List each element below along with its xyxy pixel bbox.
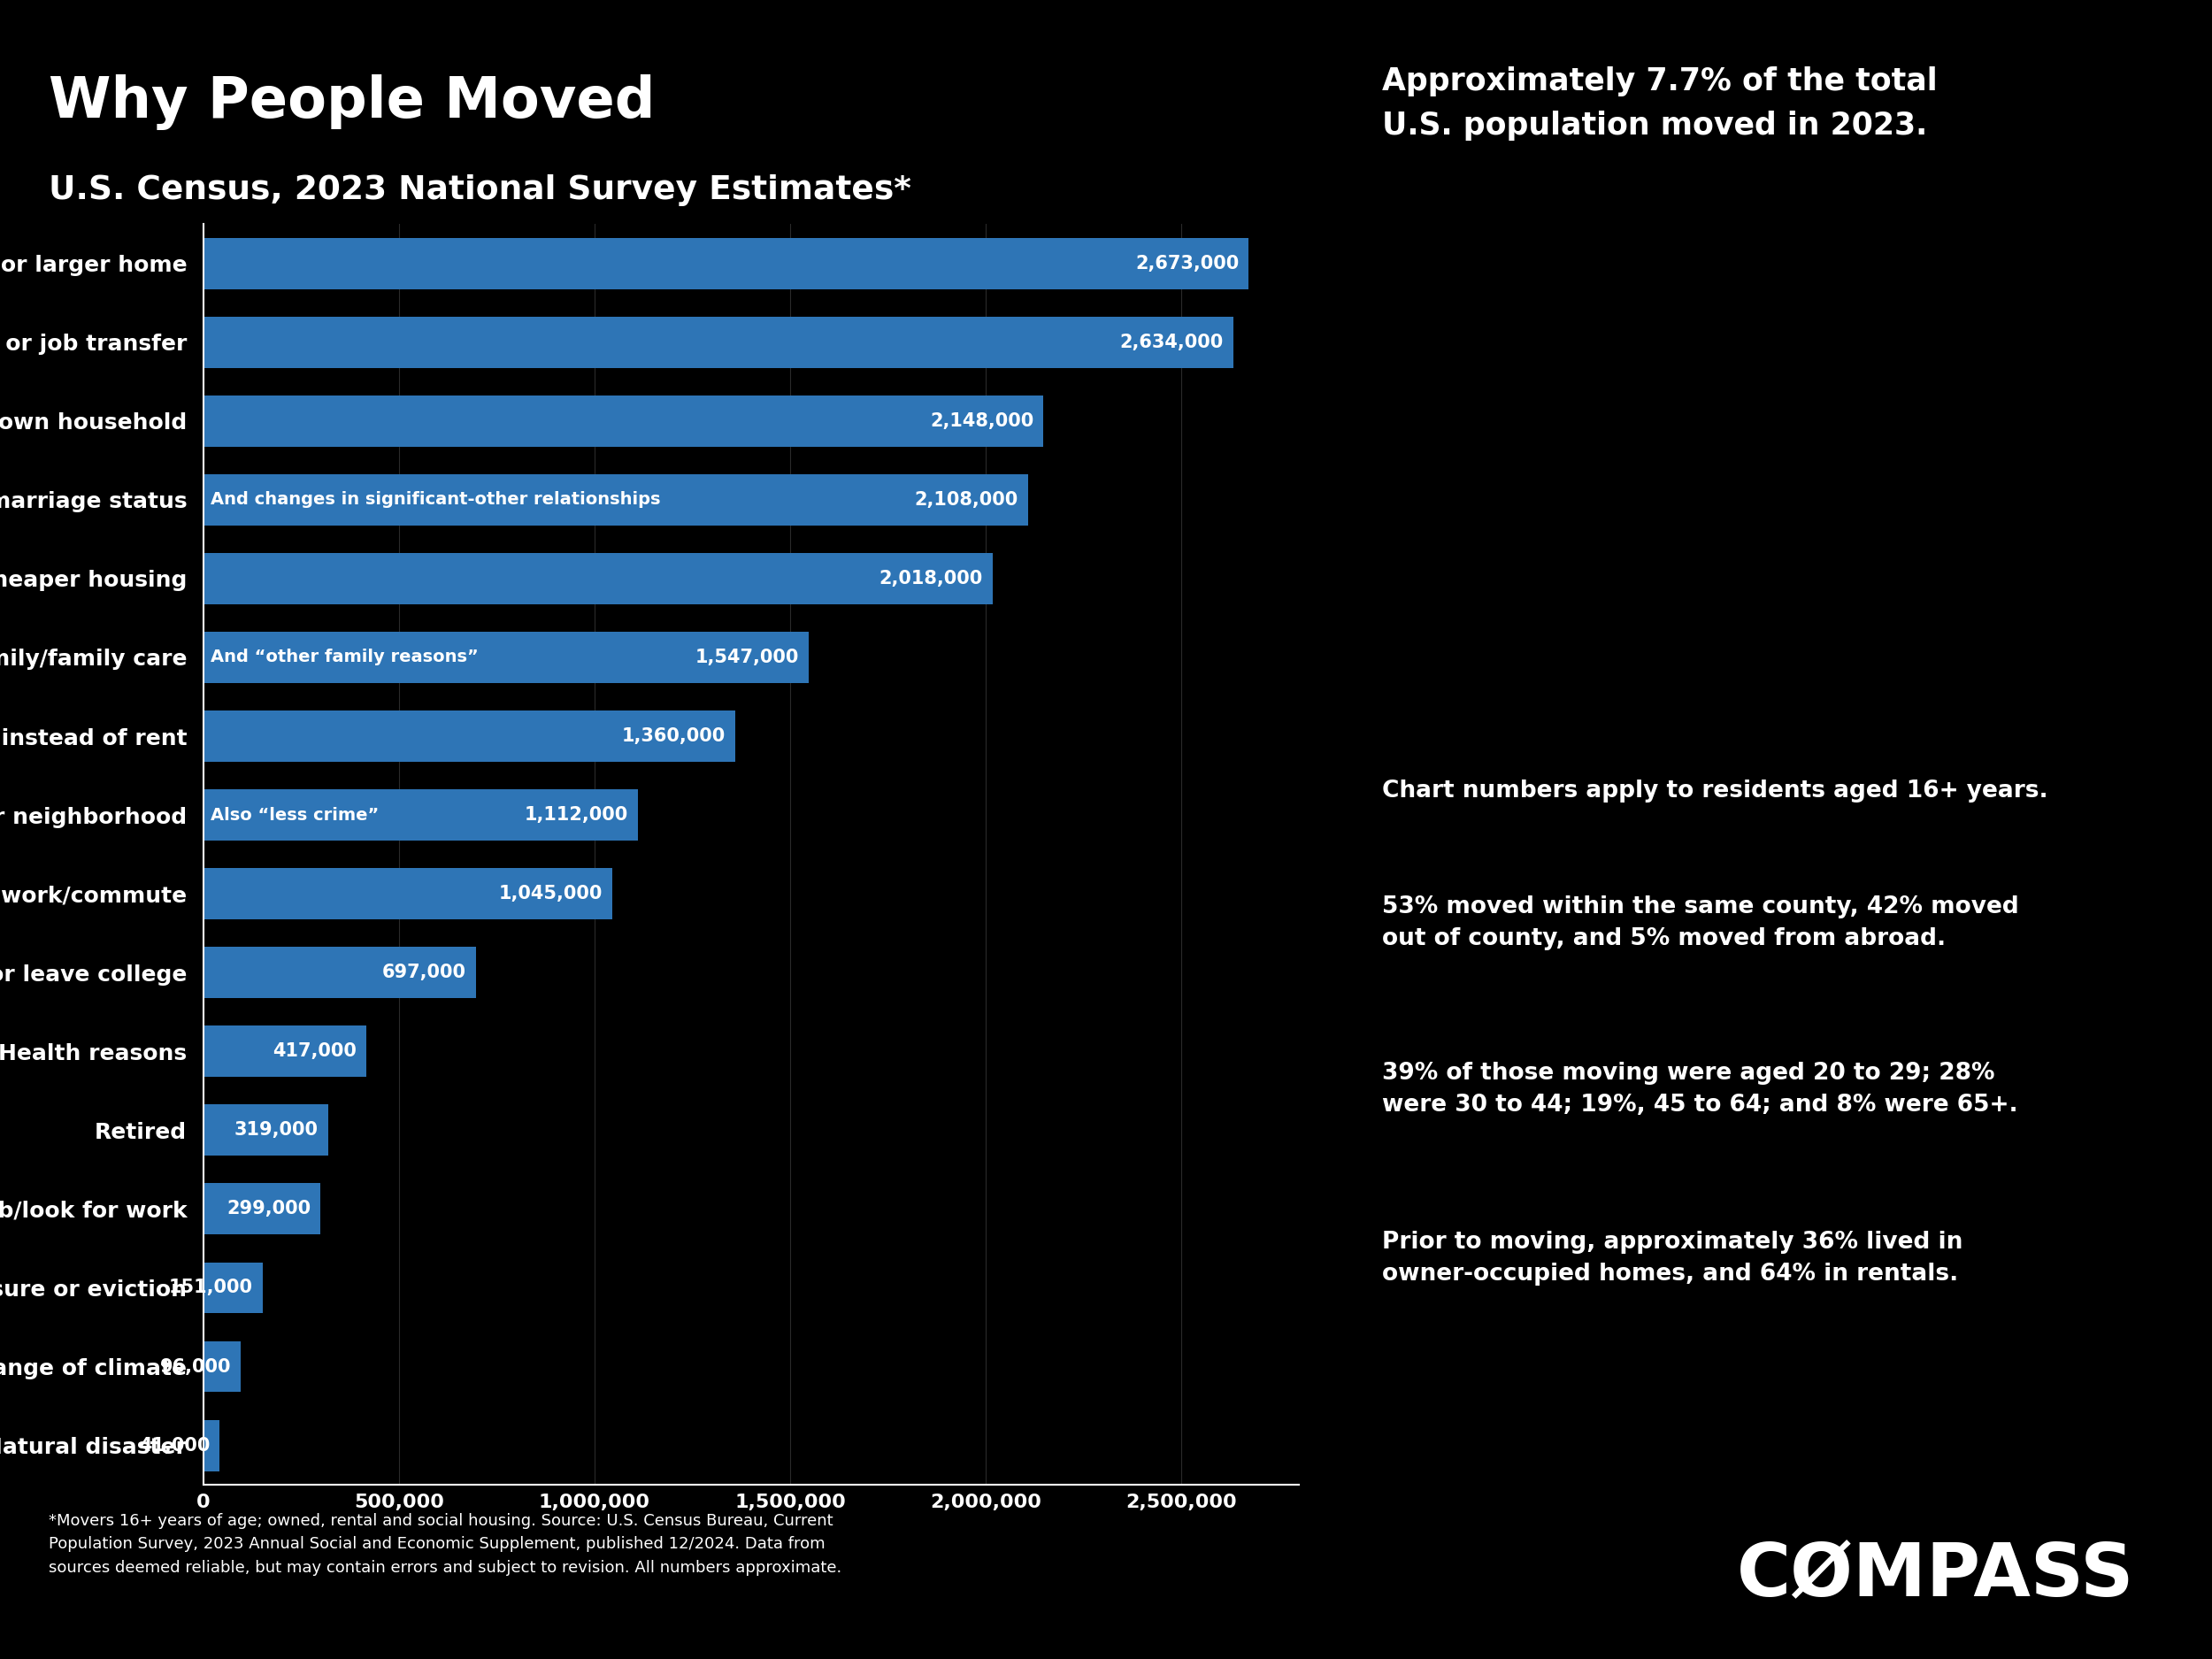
Bar xyxy=(204,395,1044,446)
Text: Prior to moving, approximately 36% lived in
owner-occupied homes, and 64% in ren: Prior to moving, approximately 36% lived… xyxy=(1382,1231,1964,1286)
Text: And changes in significant-other relationships: And changes in significant-other relatio… xyxy=(210,491,661,508)
Bar xyxy=(204,474,1029,526)
Text: 2,018,000: 2,018,000 xyxy=(878,569,982,587)
Text: 2,148,000: 2,148,000 xyxy=(929,411,1033,430)
Bar xyxy=(204,710,734,761)
Bar xyxy=(204,947,476,999)
Bar xyxy=(204,1262,263,1314)
Bar xyxy=(204,552,993,604)
Bar xyxy=(204,1105,327,1156)
Text: *Movers 16+ years of age; owned, rental and social housing. Source: U.S. Census : *Movers 16+ years of age; owned, rental … xyxy=(49,1513,841,1576)
Bar xyxy=(204,317,1234,368)
Text: 96,000: 96,000 xyxy=(159,1357,232,1375)
Text: 2,673,000: 2,673,000 xyxy=(1135,254,1239,272)
Text: And “other family reasons”: And “other family reasons” xyxy=(210,649,478,665)
Text: 2,634,000: 2,634,000 xyxy=(1119,333,1223,352)
Text: Also “less crime”: Also “less crime” xyxy=(210,806,378,823)
Bar xyxy=(204,632,807,684)
Text: 697,000: 697,000 xyxy=(383,964,467,982)
Text: 39% of those moving were aged 20 to 29; 28%
were 30 to 44; 19%, 45 to 64; and 8%: 39% of those moving were aged 20 to 29; … xyxy=(1382,1062,2017,1117)
Text: 53% moved within the same county, 42% moved
out of county, and 5% moved from abr: 53% moved within the same county, 42% mo… xyxy=(1382,896,2020,951)
Text: Chart numbers apply to residents aged 16+ years.: Chart numbers apply to residents aged 16… xyxy=(1382,780,2048,803)
Bar xyxy=(204,1025,367,1077)
Text: Why People Moved: Why People Moved xyxy=(49,75,655,131)
Bar xyxy=(204,1420,219,1472)
Text: 1,112,000: 1,112,000 xyxy=(524,806,628,825)
Text: U.S. Census, 2023 National Survey Estimates*: U.S. Census, 2023 National Survey Estima… xyxy=(49,174,911,206)
Bar xyxy=(204,790,639,841)
Text: 2,108,000: 2,108,000 xyxy=(914,491,1018,509)
Text: 1,360,000: 1,360,000 xyxy=(622,727,726,745)
Bar xyxy=(204,1183,321,1234)
Text: 299,000: 299,000 xyxy=(226,1199,310,1218)
Text: CØMPASS: CØMPASS xyxy=(1736,1540,2135,1611)
Bar xyxy=(204,237,1250,289)
Bar xyxy=(204,1340,241,1392)
Text: 1,045,000: 1,045,000 xyxy=(498,884,602,902)
Text: 319,000: 319,000 xyxy=(234,1121,319,1140)
Bar xyxy=(204,868,613,919)
Text: 1,547,000: 1,547,000 xyxy=(695,649,799,667)
Text: 41,000: 41,000 xyxy=(139,1437,210,1455)
Text: 151,000: 151,000 xyxy=(168,1279,252,1297)
Text: Approximately 7.7% of the total
U.S. population moved in 2023.: Approximately 7.7% of the total U.S. pop… xyxy=(1382,66,1938,141)
Text: 417,000: 417,000 xyxy=(272,1042,356,1060)
